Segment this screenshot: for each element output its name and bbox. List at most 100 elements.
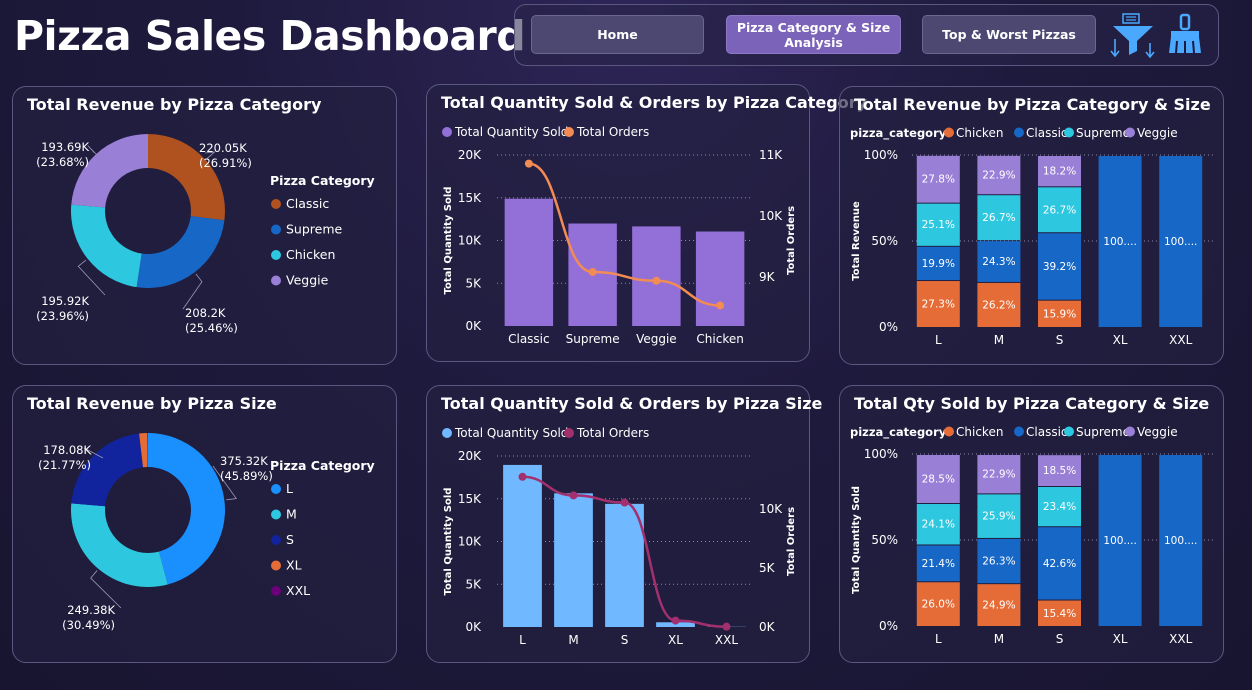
card-title: Total Revenue by Pizza Category [27,95,322,114]
y-tick-left: 15K [458,492,482,506]
data-label-l-chicken: 27.3% [922,299,955,311]
x-tick-m: M [994,333,1004,347]
legend-marker-veggie [1125,426,1135,437]
card-revenue-by-size: Total Revenue by Pizza Size 375.32K (45.8… [12,385,397,663]
bar-segment-l-chicken [916,582,960,626]
data-label-l-classic: 19.9% [922,258,955,270]
card-qty-by-category-size: Total Qty Sold by Pizza Category & Size … [839,385,1224,663]
nav-category-size-button[interactable]: Pizza Category & Size Analysis [726,15,901,54]
legend-marker-classic [271,199,281,209]
data-label-pct-chicken: (23.96%) [36,309,89,323]
data-label-value-classic: 220.05K [199,141,247,155]
bar-segment-m-chicken [977,282,1021,327]
y-tick: 50% [871,234,898,248]
x-tick-m: M [994,632,1004,646]
combo-chart-category: Total Quantity Sold Total Orders 0K 5K 10K 15… [442,125,797,346]
bar-segment-m-classic [977,538,1021,584]
y-tick-right: 10K [759,502,783,516]
data-label-s-classic: 39.2% [1043,261,1076,273]
data-label-value-veggie: 193.69K [41,140,89,154]
line-point-m [569,491,578,500]
x-tick-xxl: XXL [1169,632,1192,646]
legend-label-veggie: Veggie [1137,425,1178,439]
legend-label-supreme: Supreme [286,222,343,237]
x-tick-xl: XL [1113,333,1128,347]
data-label-value-m: 249.38K [67,603,115,617]
data-label-l-veggie: 27.8% [922,174,955,186]
card-title: Total Revenue by Pizza Category & Size [854,95,1211,114]
legend-title: pizza_category [850,126,947,141]
data-label-s-veggie: 18.5% [1043,465,1076,477]
data-label-s-chicken: 15.9% [1043,308,1076,320]
x-tick-l: L [935,632,942,646]
y-tick-left: 10K [458,535,482,549]
nav-category-size-label-2: Analysis [784,34,843,50]
legend-label-quantity: Total Quantity Sold [454,125,568,139]
donut-slice-classic [148,134,226,221]
legend-marker-xl [271,560,281,571]
y-axis-label: Total Revenue [851,201,862,281]
clear-filters-broom-icon[interactable] [1165,13,1205,61]
y-tick-right: 11K [759,148,783,162]
filter-icon[interactable] [1109,13,1157,63]
y-axis-label-left: Total Quantity Sold [443,187,454,295]
combo-chart-size: Total Quantity Sold Total Orders 0K 5K 10K 15… [442,426,797,647]
x-tick-chicken: Chicken [696,332,743,346]
donut-revenue-category: 220.05K(26.91%)208.2K(25.46%)195.92K(23.… [36,134,375,335]
bar-segment-xxl-classic [1159,156,1203,327]
legend-label-orders: Total Orders [576,125,649,139]
legend-marker-quantity [442,428,452,438]
data-label-xl-classic: 100.... [1103,535,1136,547]
line-point-chicken [716,301,725,310]
label-leader-veggie [87,145,98,156]
bar-segment-s-supreme [1038,187,1081,233]
data-label-value-chicken: 195.92K [41,294,89,308]
data-label-m-supreme: 26.7% [982,212,1015,224]
label-leader-m [90,570,122,609]
data-label-xxl-classic: 100.... [1164,535,1197,547]
x-tick-veggie: Veggie [636,332,677,346]
data-label-m-classic: 24.3% [982,256,1015,268]
bar-segment-l-classic [916,246,960,281]
nav-home-button[interactable]: Home [531,15,704,54]
x-tick-classic: Classic [508,332,550,346]
bar-segment-s-supreme [1038,486,1081,527]
legend-label-s: S [286,532,294,547]
y-tick-right: 5K [759,561,776,575]
x-tick-s: S [1056,333,1064,347]
y-tick-right: 10K [759,209,783,223]
data-label-pct-veggie: (23.68%) [36,155,89,169]
bar-segment-s-veggie [1038,156,1081,187]
nav-bar: Home Pizza Category & Size Analysis Top … [514,4,1219,66]
data-label-xxl-classic: 100.... [1164,236,1197,248]
y-tick-left: 0K [465,620,482,634]
x-tick-xl: XL [668,633,683,647]
y-tick-left: 15K [458,191,482,205]
y-tick: 0% [879,619,898,633]
line-point-classic [524,159,533,168]
bar-segment-s-chicken [1038,600,1081,626]
legend-label-veggie: Veggie [286,273,329,288]
bar-l [503,464,542,627]
line-point-supreme [588,267,597,276]
label-leader-supreme [182,273,203,310]
data-label-m-chicken: 26.2% [982,299,1015,311]
bar-segment-xxl-classic [1159,455,1203,626]
nav-top-worst-button[interactable]: Top & Worst Pizzas [922,15,1096,54]
legend-marker-chicken [271,250,281,260]
label-leader-l [212,465,237,501]
legend-label-xxl: XXL [286,583,310,598]
donut-slice-xl [139,433,148,468]
legend-marker-classic [1014,127,1024,138]
card-title: Total Revenue by Pizza Size [27,394,277,413]
label-leader-s [83,447,104,459]
legend-label-veggie: Veggie [1137,126,1178,140]
bar-segment-m-veggie [977,155,1021,195]
legend-label-supreme: Supreme [1076,126,1130,140]
y-tick-left: 0K [465,319,482,333]
x-tick-m: M [568,633,578,647]
bar-segment-m-chicken [977,584,1021,626]
line-point-s [620,498,629,507]
bar-veggie [632,226,681,326]
y-tick-left: 5K [465,577,482,591]
